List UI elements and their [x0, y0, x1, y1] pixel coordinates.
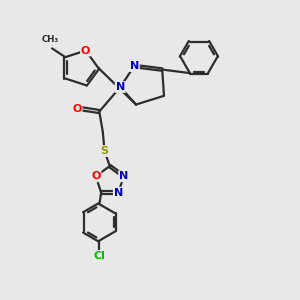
Text: N: N — [114, 188, 123, 198]
Text: O: O — [81, 46, 90, 56]
Text: N: N — [130, 61, 139, 71]
Text: CH₃: CH₃ — [42, 35, 59, 44]
Text: S: S — [100, 146, 109, 156]
Text: O: O — [72, 104, 82, 114]
Text: O: O — [91, 171, 101, 181]
Text: N: N — [116, 82, 125, 92]
Text: N: N — [119, 171, 128, 181]
Text: Cl: Cl — [94, 251, 105, 261]
